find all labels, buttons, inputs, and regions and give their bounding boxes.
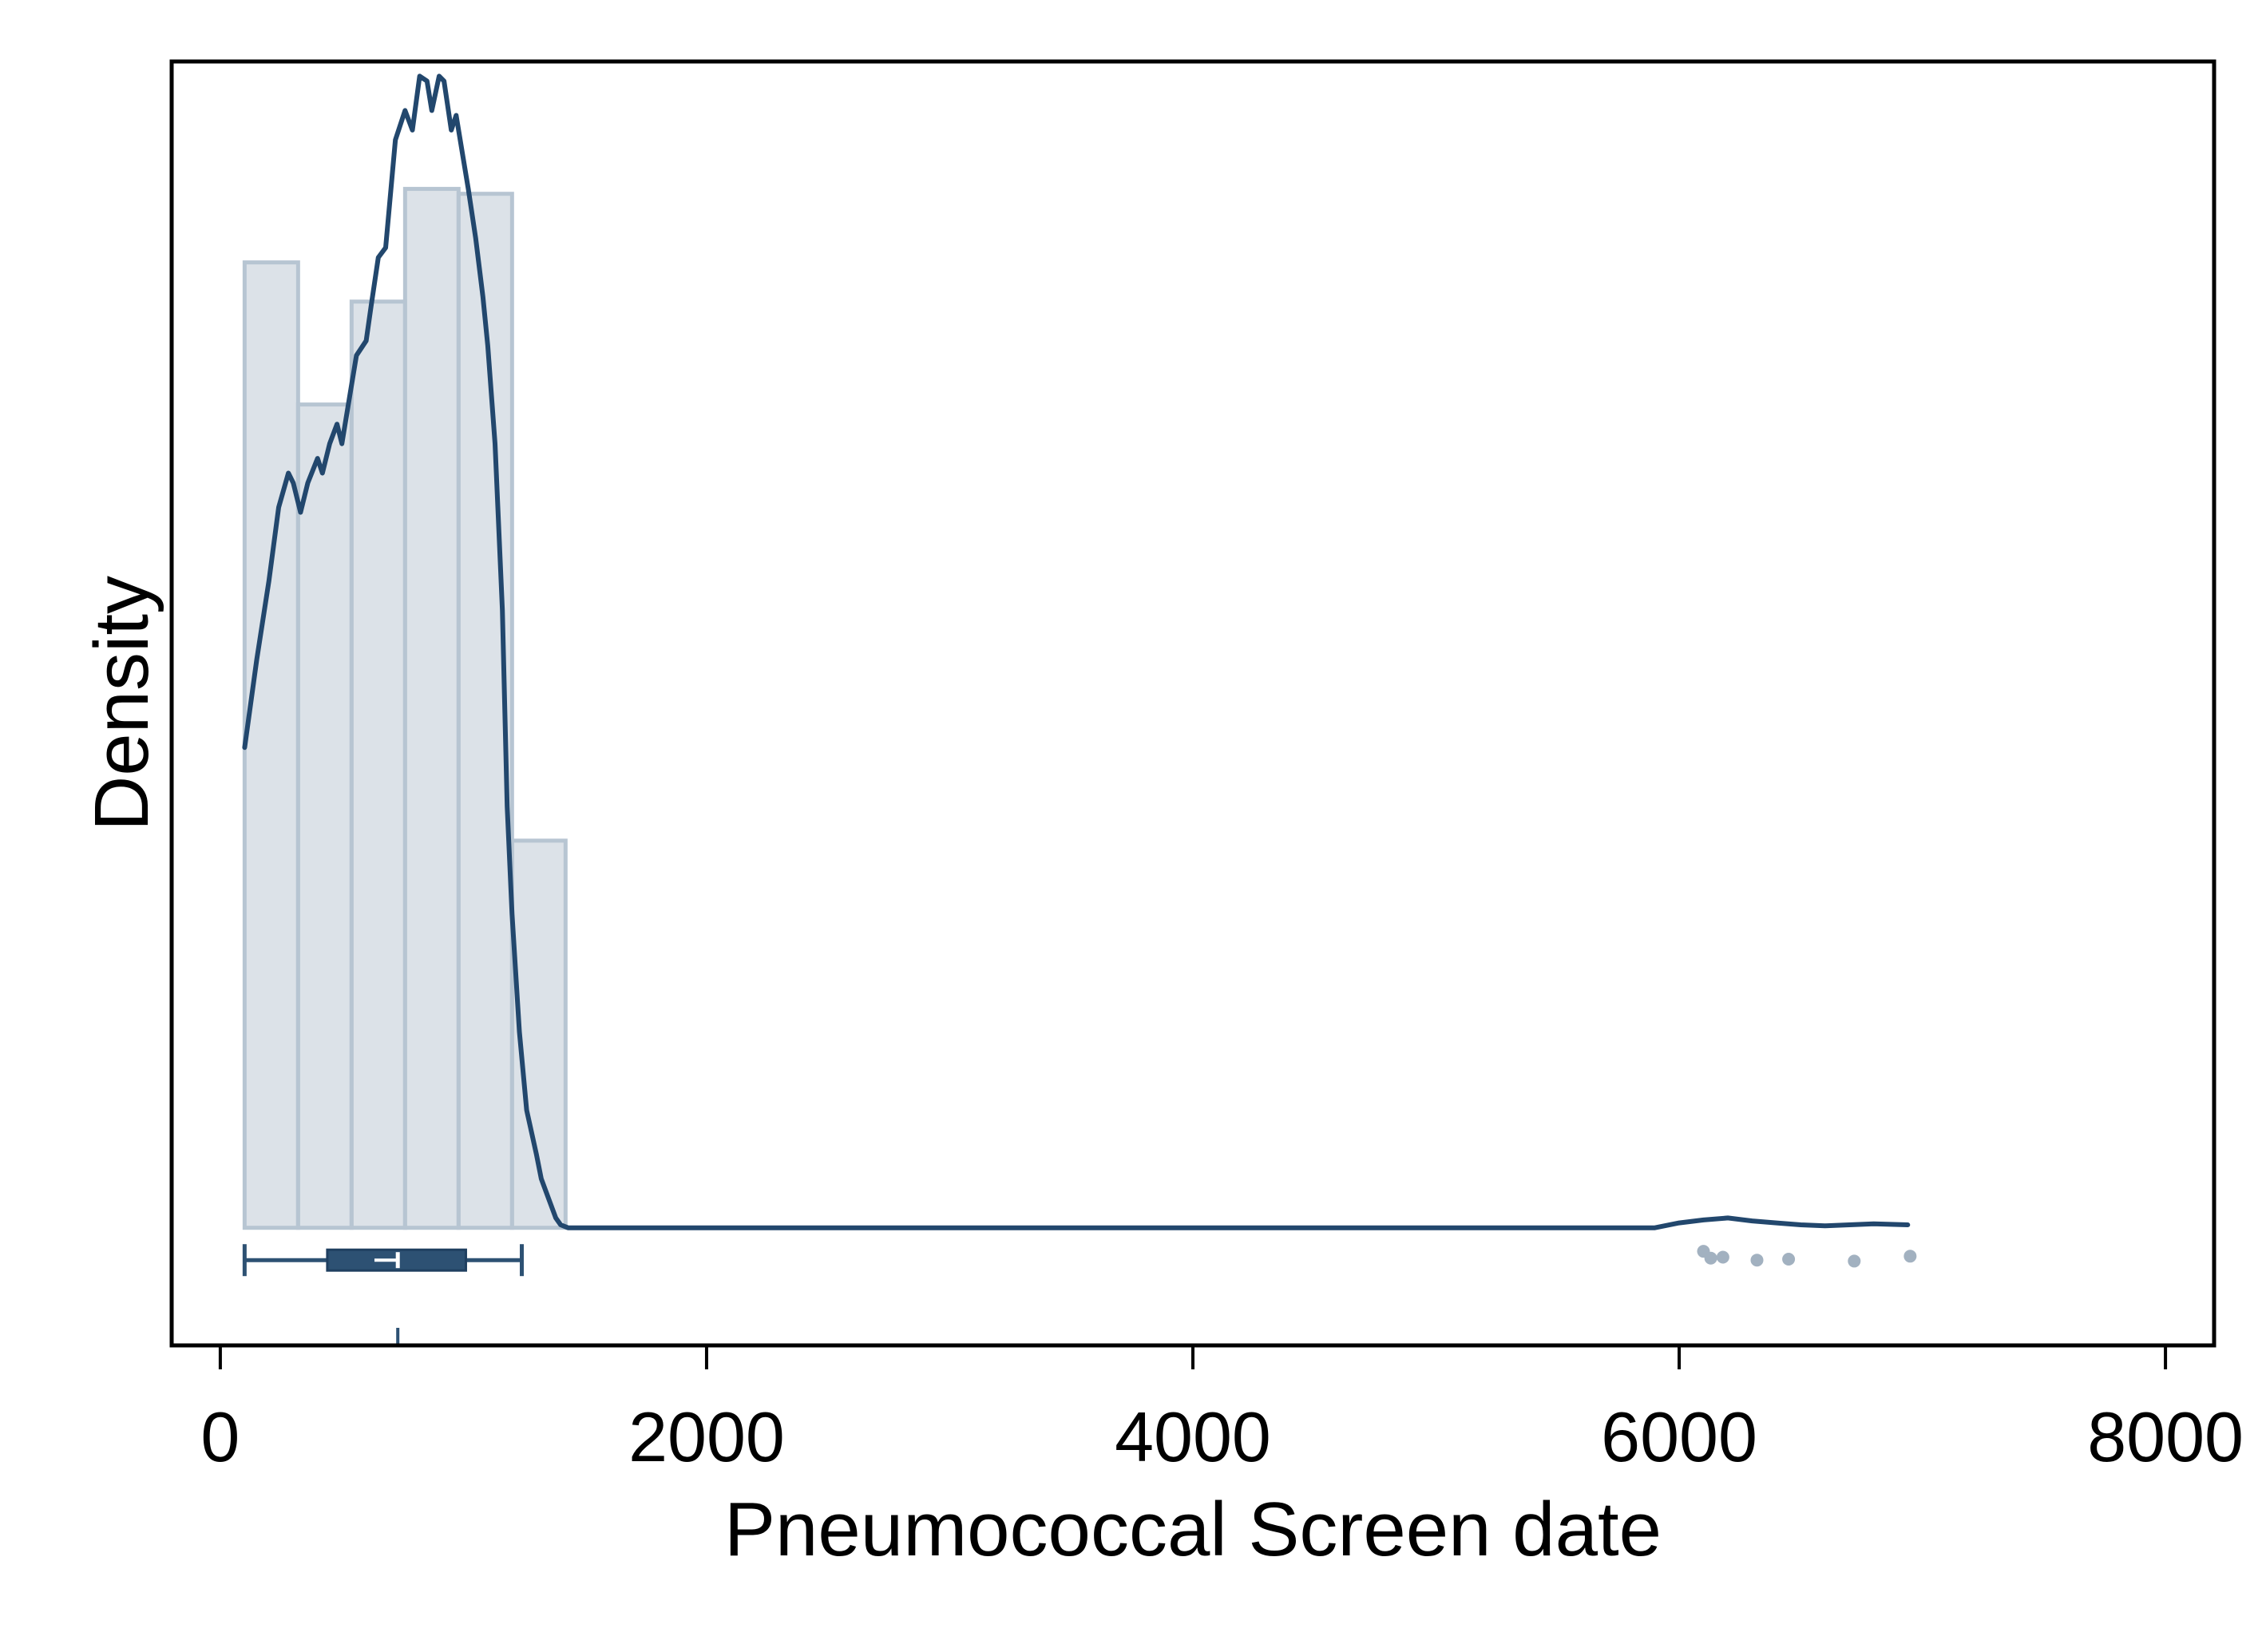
outlier-point (1904, 1250, 1917, 1263)
box-plot (242, 1244, 525, 1345)
histogram-bar (456, 192, 514, 1230)
density-curve-layer (242, 73, 1911, 1230)
x-tick-label: 8000 (2087, 1397, 2244, 1476)
histogram-bars (242, 187, 568, 1230)
outlier-point (1848, 1254, 1861, 1268)
outlier-point (1750, 1254, 1764, 1267)
outlier-point (1782, 1252, 1796, 1266)
outlier-point (1704, 1251, 1717, 1265)
x-tick-label: 0 (200, 1397, 240, 1476)
density-curve-line (242, 73, 1911, 1230)
histogram-bar (349, 299, 407, 1230)
x-tick-label: 6000 (1601, 1397, 1757, 1476)
outlier-point (1716, 1250, 1729, 1264)
x-tick-label: 4000 (1115, 1397, 1271, 1476)
x-axis: 0 2000 4000 6000 8000 (200, 1345, 2244, 1476)
histogram-bar (402, 187, 461, 1230)
histogram-bar (295, 402, 354, 1230)
y-axis-title: Density (79, 576, 164, 831)
x-axis-title: Pneumococcal Screen date (724, 1487, 1662, 1572)
histogram-bar (242, 260, 300, 1230)
outlier-points (1697, 1245, 1917, 1268)
x-tick-label: 2000 (628, 1397, 785, 1476)
